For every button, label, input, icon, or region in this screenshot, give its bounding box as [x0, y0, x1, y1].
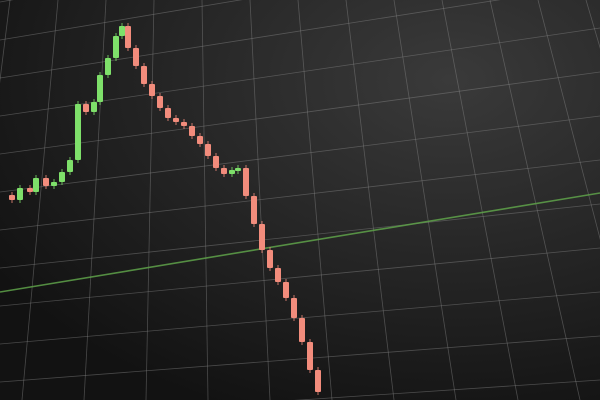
- grid-line: [393, 0, 457, 400]
- candle-body: [283, 282, 289, 298]
- candle-body: [275, 268, 281, 282]
- reference-line: [0, 192, 600, 293]
- candle-body: [307, 342, 313, 370]
- candle-body: [119, 26, 125, 36]
- candle-body: [315, 370, 321, 392]
- grid-line: [293, 379, 600, 400]
- grid-line: [345, 0, 395, 400]
- grid-line: [0, 0, 243, 41]
- candle-body: [165, 108, 171, 118]
- grid-line: [0, 247, 600, 307]
- candle-body: [197, 136, 203, 144]
- candle-body: [189, 126, 195, 136]
- grid-line: [201, 0, 209, 400]
- candle-body: [221, 168, 227, 174]
- candle-body: [291, 298, 297, 318]
- grid-line: [0, 71, 600, 155]
- candle-body: [59, 172, 65, 182]
- candle-body: [157, 96, 163, 108]
- candle-body: [51, 182, 57, 186]
- candle-body: [181, 122, 187, 126]
- candle-body: [213, 156, 219, 168]
- candle-body: [251, 196, 257, 224]
- grid-line: [489, 0, 581, 400]
- candle-body: [67, 160, 73, 172]
- candle-body: [113, 36, 119, 58]
- candle-body: [173, 118, 179, 122]
- candle-body: [33, 178, 39, 192]
- grid-line: [297, 0, 333, 400]
- candle-body: [229, 170, 235, 174]
- grid-line: [145, 0, 155, 400]
- grid-line: [0, 335, 600, 383]
- grid-line: [537, 0, 600, 241]
- candle-body: [205, 144, 211, 156]
- grid-line: [83, 0, 107, 400]
- grid-line: [0, 115, 600, 193]
- grid-line: [0, 203, 600, 269]
- candle-body: [299, 318, 305, 342]
- candle-body: [91, 102, 97, 112]
- grid-line: [0, 0, 11, 84]
- candle-body: [259, 224, 265, 250]
- candle-body: [149, 84, 155, 96]
- candle-body: [133, 48, 139, 66]
- candle-body: [43, 178, 49, 186]
- candle-body: [75, 104, 81, 160]
- candle-body: [125, 26, 131, 48]
- grid-line: [441, 0, 519, 400]
- candle-body: [105, 58, 111, 75]
- candle-body: [9, 195, 15, 200]
- grid-line: [0, 0, 501, 79]
- grid-line: [0, 159, 600, 231]
- candle-body: [235, 168, 241, 171]
- candle-body: [17, 188, 23, 200]
- candle-body: [97, 75, 103, 102]
- candle-body: [267, 250, 273, 268]
- candle-body: [83, 104, 89, 112]
- candles: [9, 23, 321, 395]
- grid-line: [21, 0, 59, 400]
- candle-body: [141, 66, 147, 84]
- candle-body: [27, 188, 33, 192]
- grid-line: [249, 0, 271, 400]
- candle-body: [243, 168, 249, 196]
